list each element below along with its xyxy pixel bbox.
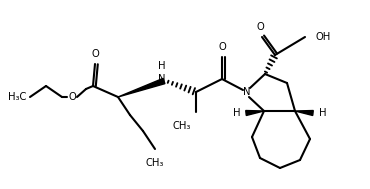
Text: CH₃: CH₃ (146, 158, 164, 168)
Text: H₃C: H₃C (8, 92, 26, 102)
Polygon shape (118, 78, 165, 97)
Text: O: O (256, 22, 264, 32)
Text: H: H (158, 61, 166, 71)
Text: N: N (158, 74, 166, 84)
Polygon shape (246, 111, 264, 115)
Text: O: O (218, 42, 226, 52)
Text: OH: OH (315, 32, 330, 42)
Text: CH₃: CH₃ (173, 121, 191, 131)
Text: O: O (68, 92, 76, 102)
Text: H: H (232, 108, 240, 118)
Text: O: O (91, 49, 99, 59)
Text: N: N (243, 87, 251, 97)
Text: H: H (319, 108, 326, 118)
Polygon shape (295, 111, 313, 115)
